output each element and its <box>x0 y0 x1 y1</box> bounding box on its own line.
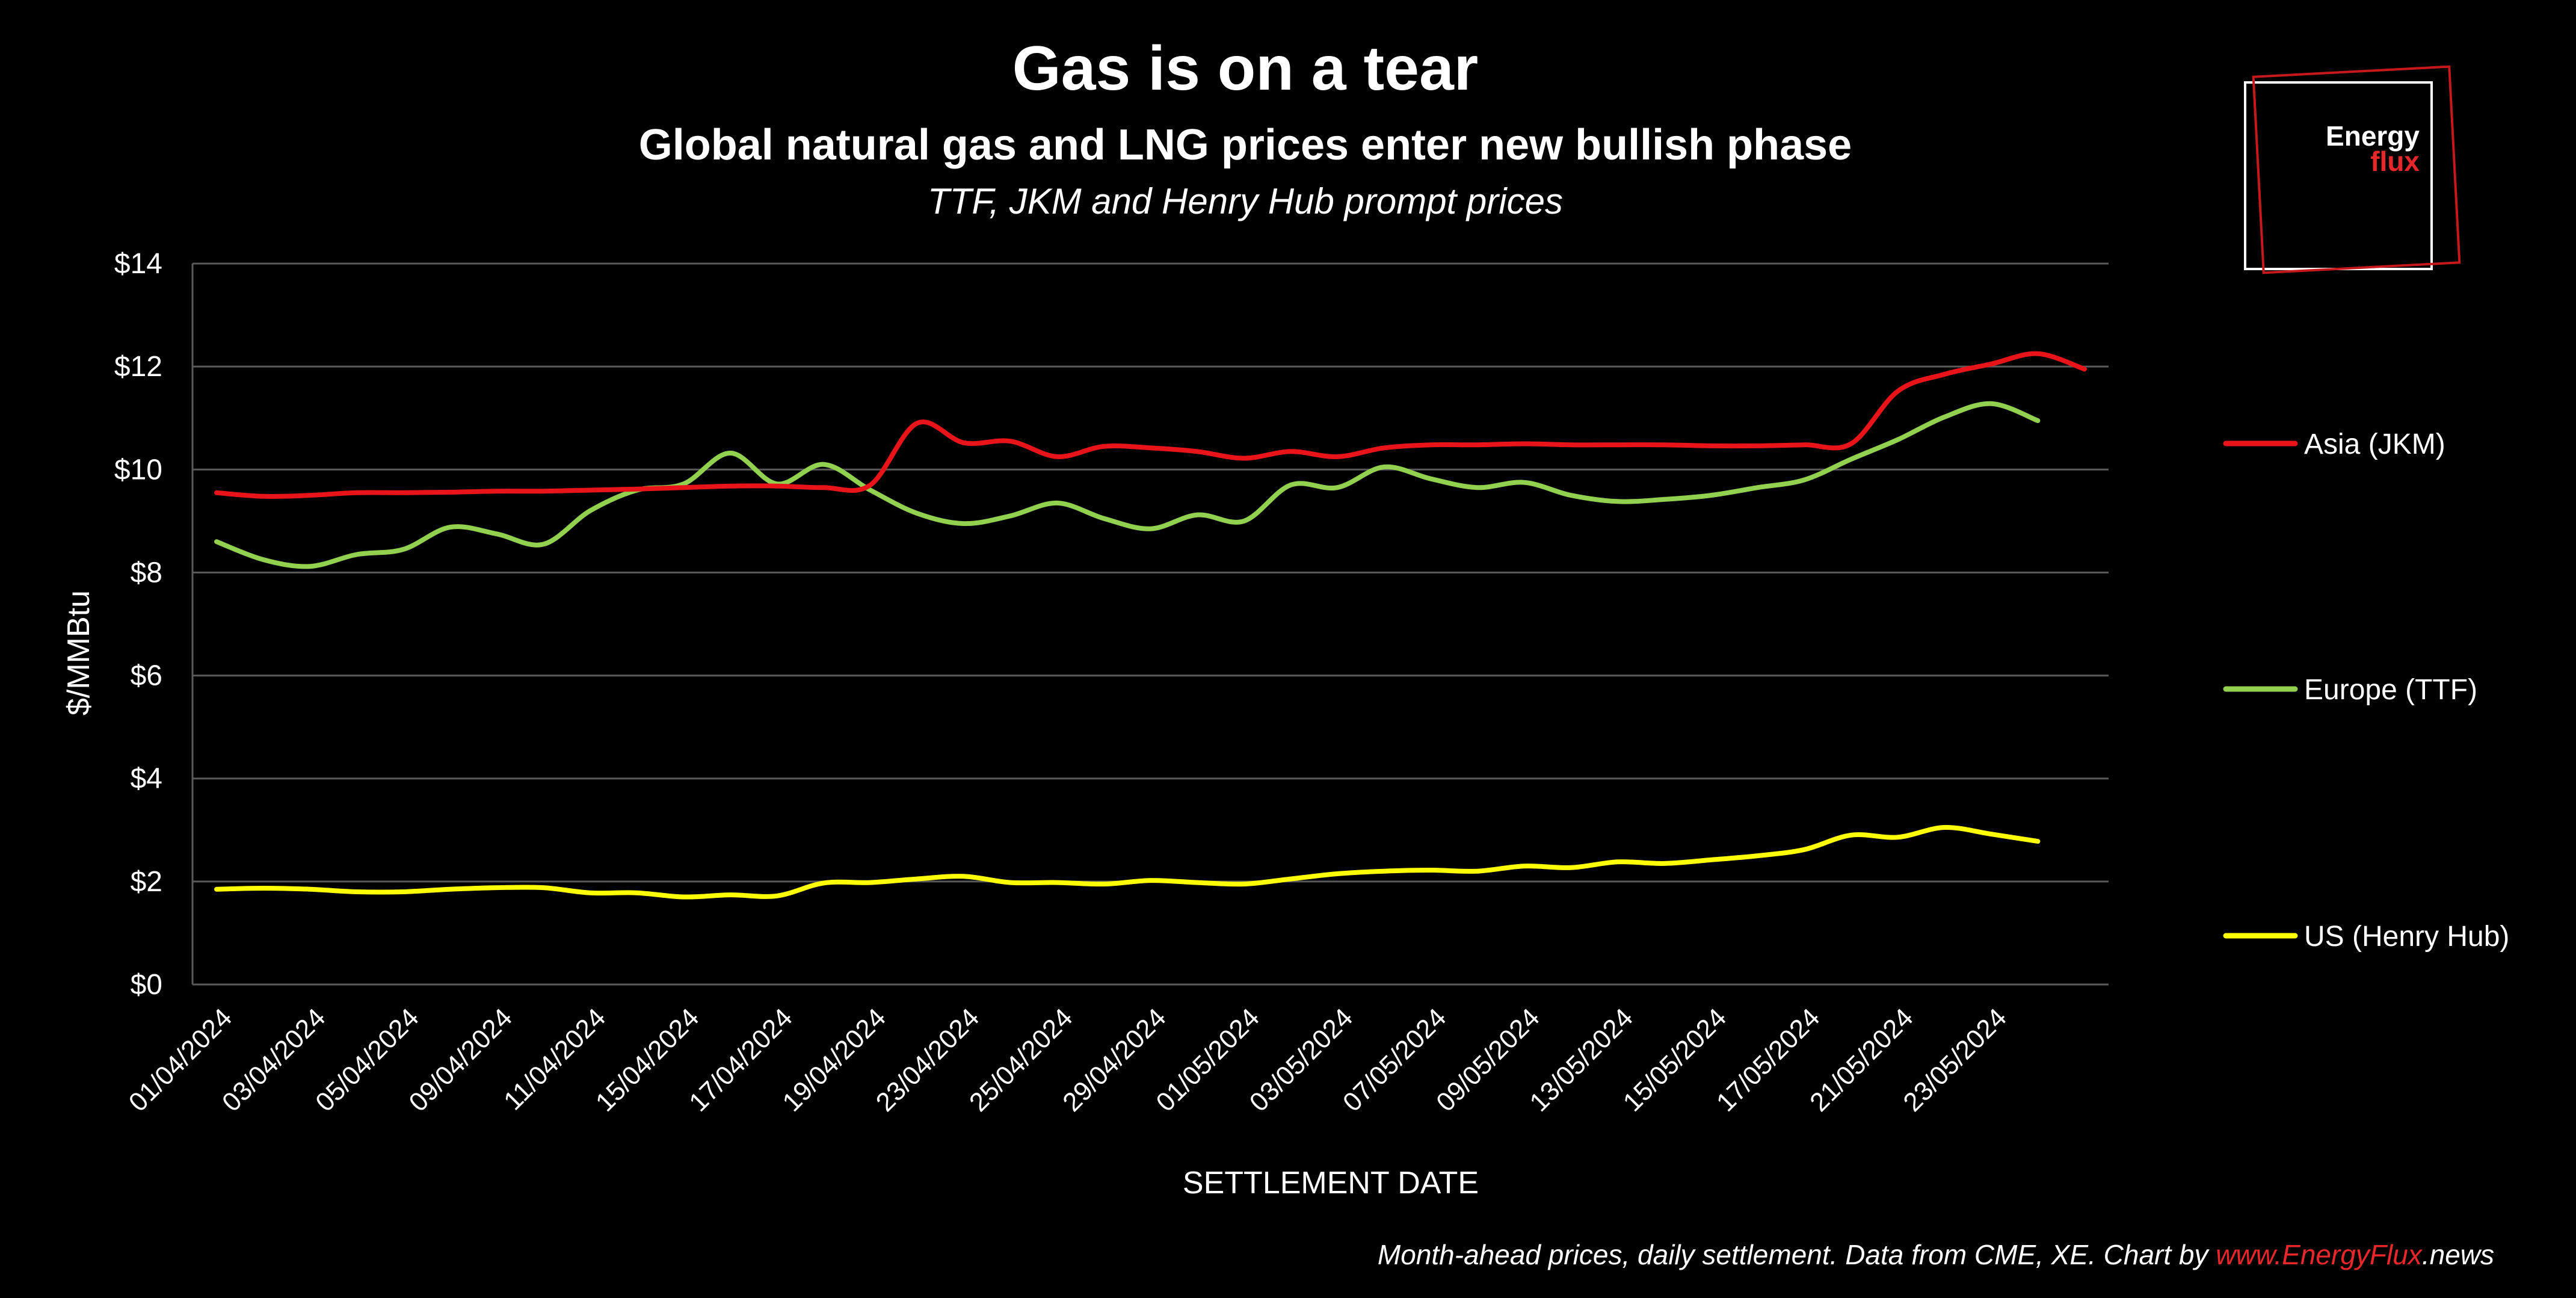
footer-link-suffix[interactable]: .news <box>2421 1239 2494 1270</box>
x-axis-ticks: 01/04/202403/04/202405/04/202409/04/2024… <box>123 1003 2012 1117</box>
series-line-1 <box>214 401 2041 569</box>
gridlines <box>191 262 2109 986</box>
y-axis-ticks: $0 $2 $4 $6 $8 $10 $12 $14 <box>114 248 162 1001</box>
logo-frame-white <box>2244 81 2433 270</box>
chart-subtitle-italic: TTF, JKM and Henry Hub prompt prices <box>928 181 1563 221</box>
y-tick-label: $6 <box>131 660 162 692</box>
y-tick-label: $0 <box>131 969 162 1001</box>
logo-word-energy: Energy <box>2326 120 2420 152</box>
source-footer: Month-ahead prices, daily settlement. Da… <box>1378 1238 2494 1271</box>
series-line-2 <box>214 824 2041 900</box>
legend-label: US (Henry Hub) <box>2304 921 2509 953</box>
y-tick-label: $8 <box>131 557 162 589</box>
chart-subtitle: Global natural gas and LNG prices enter … <box>638 121 1852 169</box>
y-axis-title: $/MMBtu <box>61 590 96 715</box>
legend-label: Europe (TTF) <box>2304 674 2477 706</box>
logo-text: Energy flux <box>2326 120 2420 177</box>
y-tick-label: $12 <box>114 351 162 383</box>
energyflux-logo: Energy flux <box>2244 65 2461 275</box>
y-tick-label: $4 <box>131 763 162 795</box>
chart-title: Gas is on a tear <box>1012 34 1479 104</box>
legend: Asia (JKM) Europe (TTF) US (Henry Hub) <box>2223 428 2509 953</box>
legend-label: Asia (JKM) <box>2304 428 2445 460</box>
series-line-0 <box>214 351 2087 499</box>
footer-note: Month-ahead prices, daily settlement. Da… <box>1377 1239 2216 1270</box>
logo-word-flux: flux <box>2370 146 2420 177</box>
y-tick-label: $10 <box>114 454 162 486</box>
series-lines <box>214 351 2087 900</box>
y-tick-label: $14 <box>114 248 162 280</box>
y-tick-label: $2 <box>131 866 162 898</box>
x-axis-title: SETTLEMENT DATE <box>1183 1166 1479 1201</box>
footer-link[interactable]: www.EnergyFlux <box>2216 1239 2422 1270</box>
